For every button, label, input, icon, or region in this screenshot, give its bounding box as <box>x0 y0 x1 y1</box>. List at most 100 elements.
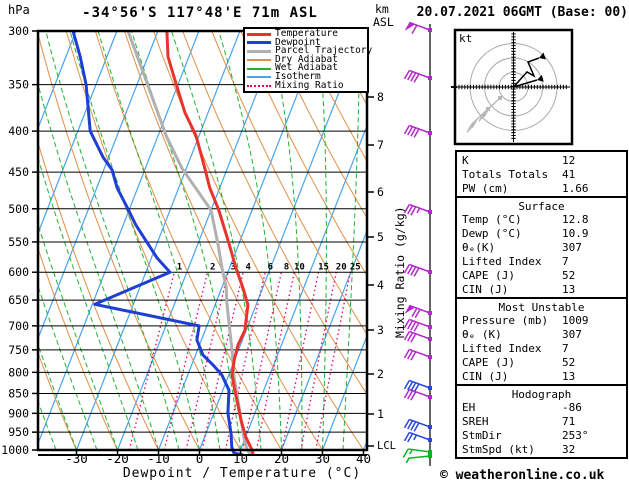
km-axis-label: km <box>375 2 389 16</box>
km-tick-label: 2 <box>377 367 384 381</box>
wind-barb <box>402 448 432 458</box>
panel-row-value: 13 <box>562 283 576 296</box>
panel-row-label: θₑ (K) <box>462 328 502 341</box>
panel-row-label: CAPE (J) <box>462 356 515 369</box>
panel-row-label: Lifted Index <box>462 255 542 268</box>
panel-row-value: 307 <box>562 328 582 341</box>
mixing-ratio-value-label: 1 <box>177 263 182 273</box>
watermark: © weatheronline.co.uk <box>440 468 605 483</box>
mixing-ratio-grid <box>128 272 351 451</box>
panel-row: Totals Totals 41 <box>457 168 626 182</box>
panel-row-label: Lifted Index <box>462 342 542 355</box>
pressure-tick-label: 950 <box>8 425 29 439</box>
legend-swatch <box>247 49 271 53</box>
panel-row: PW (cm) 1.66 <box>457 182 626 196</box>
panel-row-value: 71 <box>562 415 576 428</box>
mixing-ratio-axis-caption: Mixing Ratio (g/kg) <box>393 206 407 338</box>
mixing-ratio-value-label: 4 <box>246 263 252 273</box>
panel-row-label: K <box>462 154 469 167</box>
km-axis: 8 7 6 5 4 3 2 1 <box>367 90 384 421</box>
legend-label: Wet Adiabat <box>275 62 338 74</box>
legend-item: Parcel Trajectory <box>245 46 372 56</box>
pressure-tick-label: 700 <box>8 319 29 333</box>
panel-row-label: Totals Totals <box>462 168 549 181</box>
panel-row: CIN (J) 13 <box>457 283 626 297</box>
wind-barb <box>404 21 432 34</box>
panel-row-value: 52 <box>562 356 576 369</box>
legend-label: Mixing Ratio <box>275 79 344 91</box>
panel-row: θₑ (K) 307 <box>457 328 626 342</box>
legend-item: Dry Adiabat <box>245 53 367 65</box>
panel-row-value: 1.66 <box>562 182 589 195</box>
pressure-tick-label: 350 <box>8 78 29 92</box>
wind-barb <box>403 388 432 401</box>
mixing-ratio-value-label: 10 <box>294 263 305 273</box>
indices-panel: K 12 Totals Totals 41 PW (cm) 1.66 Surface Temp… <box>455 150 628 459</box>
mixing-ratio-value-label: 25 <box>350 263 361 273</box>
panel-row: K 12 <box>457 154 626 168</box>
km-tick-label: 4 <box>377 278 384 292</box>
panel-row-value: 13 <box>562 370 576 383</box>
pressure-tick-label: 650 <box>8 293 29 307</box>
run-date-label: 20.07.2021 06GMT (Base: 00) <box>416 5 628 20</box>
lcl-label: LCL <box>377 440 396 452</box>
panel-row-value: -86 <box>562 401 582 414</box>
panel-row: Lifted Index 7 <box>457 255 626 269</box>
pressure-axis-labels: 300 350 400 450 500 550 600 650 700 750 800 850 900 9… <box>1 24 29 457</box>
pressure-tick-label: 1000 <box>1 443 29 457</box>
wind-barb <box>404 304 432 319</box>
km-tick-label: 8 <box>377 90 384 104</box>
hodograph-trace <box>512 52 546 88</box>
panel-row-label: CIN (J) <box>462 283 509 296</box>
legend-swatch <box>247 32 271 36</box>
temperature-tick-label: -10 <box>147 451 170 466</box>
km-tick-label: 1 <box>377 407 384 421</box>
pressure-tick-label: 550 <box>8 235 29 249</box>
temperature-axis-labels: -30 -20 -10 0 10 20 30 40 <box>65 450 371 466</box>
panel-row-label: Temp (°C) <box>462 213 522 226</box>
panel-row: CAPE (J) 52 <box>457 269 626 283</box>
panel-row-label: CAPE (J) <box>462 269 515 282</box>
legend-item: Mixing Ratio <box>245 79 367 91</box>
temperature-tick-label: -20 <box>106 451 129 466</box>
panel-row-value: 52 <box>562 269 576 282</box>
dewpoint-curve <box>71 31 244 456</box>
wind-barb <box>403 263 432 277</box>
wind-barb <box>403 348 432 361</box>
panel-row: Temp (°C) 12.8 <box>457 213 626 227</box>
pressure-tick-label: 300 <box>8 24 29 38</box>
legend-label: Dry Adiabat <box>275 53 338 65</box>
mixing-ratio-value-label: 6 <box>268 263 273 273</box>
mixing-ratio-value-label: 15 <box>318 263 329 273</box>
temperature-tick-label: 40 <box>356 451 371 466</box>
pressure-tick-label: 500 <box>8 202 29 216</box>
temperature-curve <box>165 31 255 455</box>
temperature-tick-label: 30 <box>315 451 330 466</box>
wind-barb <box>403 330 432 343</box>
panel-row-value: 253° <box>562 429 589 442</box>
wind-barb-flag <box>404 305 415 314</box>
panel-row: SREH 71 <box>457 415 626 429</box>
panel-row-value: 41 <box>562 168 576 181</box>
panel-row-value: 7 <box>562 342 569 355</box>
legend-label: Temperature <box>275 28 338 39</box>
km-tick-label: 7 <box>377 138 384 152</box>
mixing-ratio-value-label: 3 <box>230 263 235 273</box>
wind-barb <box>403 69 432 83</box>
pressure-tick-label: 600 <box>8 265 29 279</box>
legend-swatch <box>247 59 271 62</box>
panel-row: StmDir 253° <box>457 429 626 443</box>
panel-box: Most Unstable Pressure (mb) 1009 θₑ (K) 307 L… <box>455 297 628 386</box>
wind-barb-flag <box>404 22 415 31</box>
legend-swatch <box>247 41 271 45</box>
legend-label: Parcel Trajectory <box>275 45 373 57</box>
asl-axis-label: ASL <box>373 15 394 29</box>
panel-row-label: StmDir <box>462 429 502 442</box>
panel-row-value: 7 <box>562 255 569 268</box>
pressure-tick-label: 850 <box>8 386 29 400</box>
legend-box: Temperature Dewpoint Parcel Trajectory Dry … <box>243 27 372 94</box>
panel-row-value: 32 <box>562 443 576 456</box>
hodograph-unit-label: kt <box>459 32 473 45</box>
wind-barb <box>403 318 432 332</box>
